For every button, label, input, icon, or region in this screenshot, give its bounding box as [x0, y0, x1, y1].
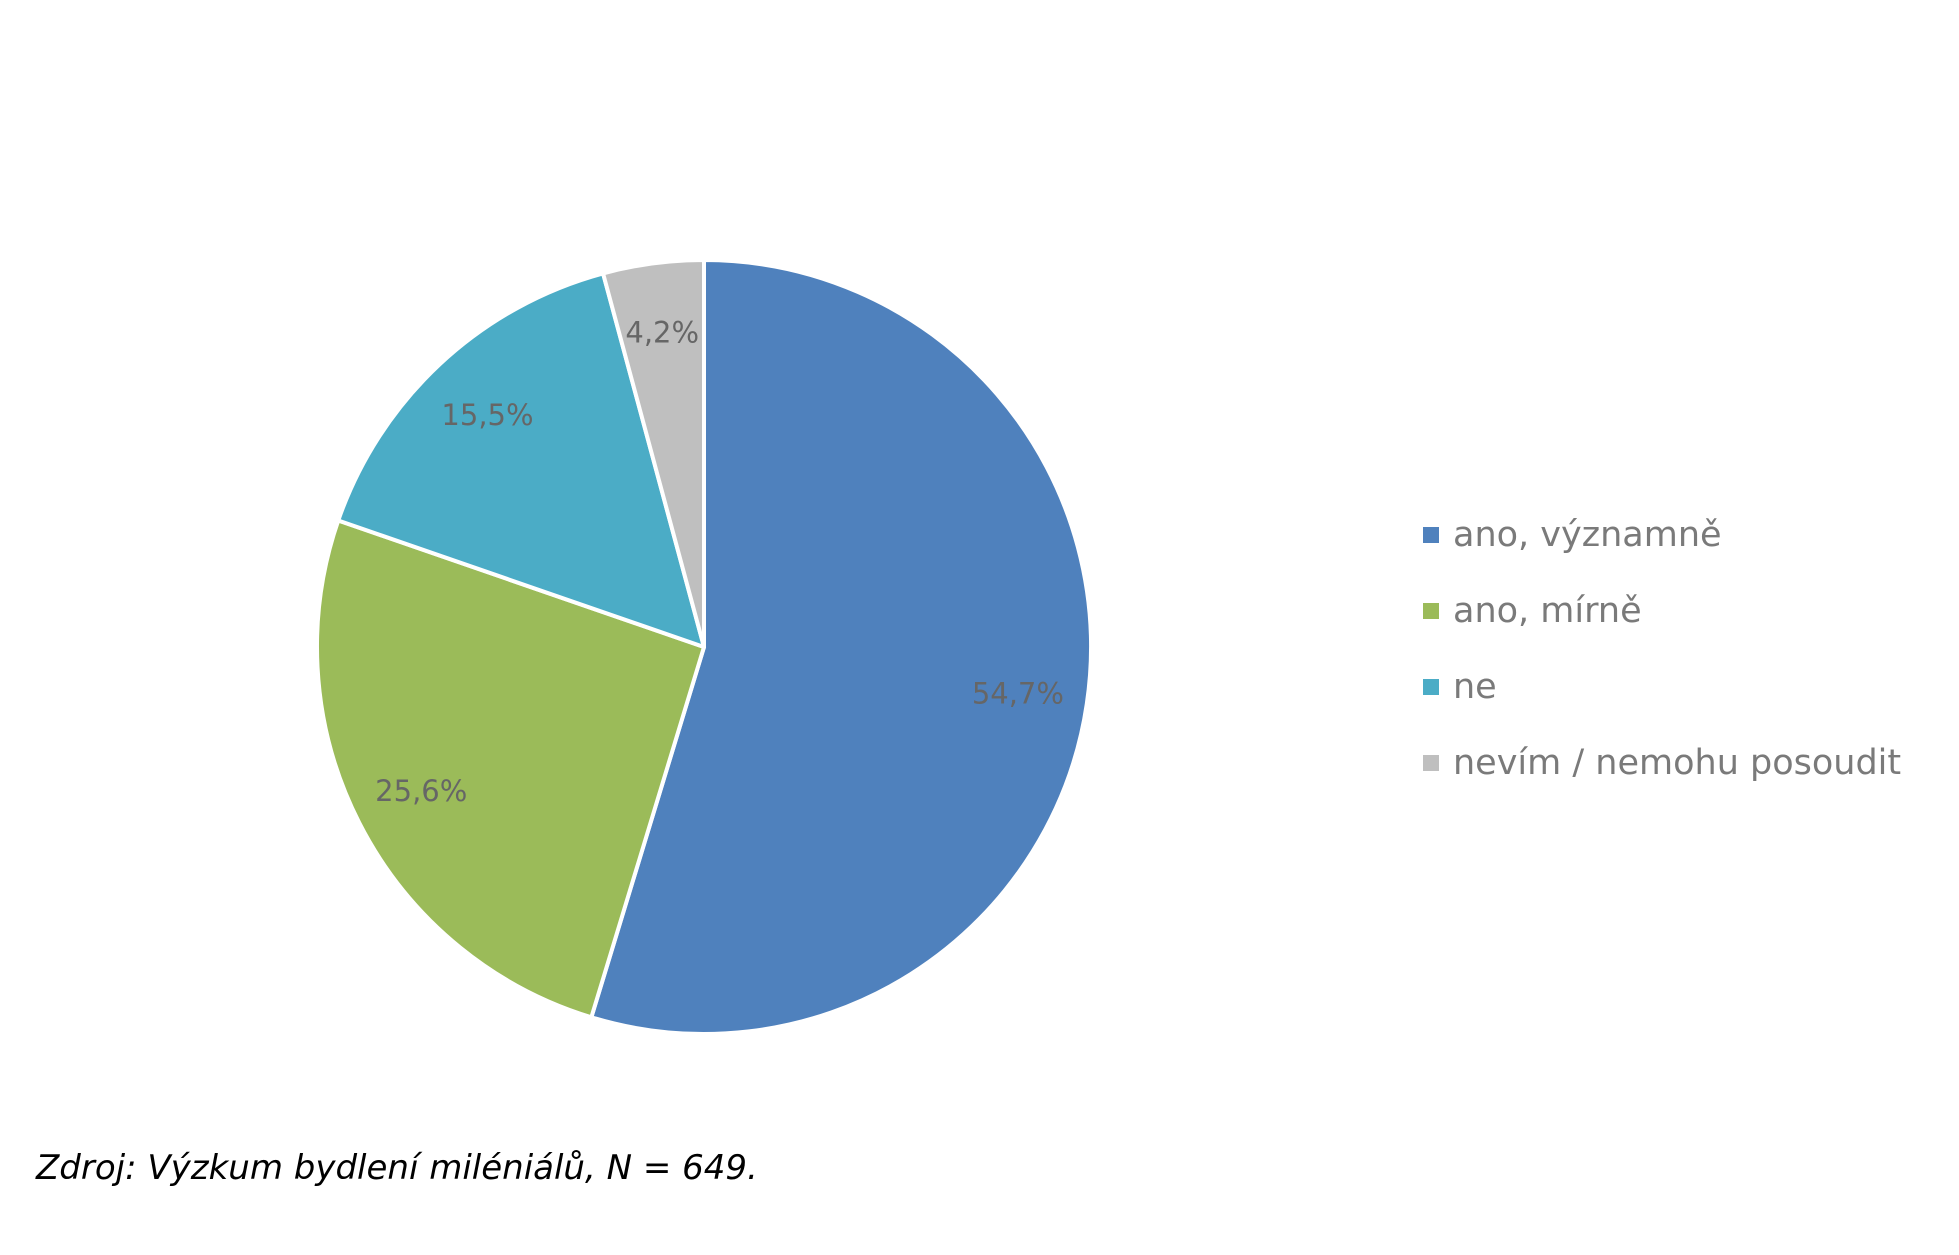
legend-swatch-nevim [1423, 755, 1439, 771]
pie-data-labels: 54,7% 25,6% 15,5% 4,2% [375, 315, 1064, 808]
legend-label-ano-mirne: ano, mírně [1453, 591, 1642, 631]
legend: ano, významně ano, mírně ne nevím / nemo… [1423, 497, 1943, 801]
legend-item-ano-vyznamne: ano, významně [1423, 497, 1943, 573]
legend-swatch-ano-mirne [1423, 603, 1439, 619]
legend-item-nevim: nevím / nemohu posoudit [1423, 725, 1943, 801]
pie-slice-ano-mirne [315, 518, 706, 1020]
legend-item-ne: ne [1423, 649, 1943, 725]
source-note: Zdroj: Výzkum bydlení miléniálů, N = 649… [36, 1148, 758, 1188]
legend-swatch-ne [1423, 679, 1439, 695]
legend-swatch-ano-vyznamne [1423, 527, 1439, 543]
pie-slice-ne [336, 271, 706, 649]
legend-item-ano-mirne: ano, mírně [1423, 573, 1943, 649]
data-label-ne: 15,5% [441, 398, 533, 432]
pie-slice-ano-vyznamne [589, 258, 1093, 1036]
data-label-ano-vyznamne: 54,7% [972, 677, 1064, 711]
legend-label-ne: ne [1453, 667, 1497, 707]
pie-slices [315, 258, 1093, 1036]
legend-label-nevim: nevím / nemohu posoudit [1453, 743, 1902, 783]
data-label-nevim: 4,2% [625, 315, 699, 349]
pie-slice-nevim [601, 258, 706, 649]
legend-label-ano-vyznamne: ano, významně [1453, 515, 1722, 555]
data-label-ano-mirne: 25,6% [375, 774, 467, 808]
